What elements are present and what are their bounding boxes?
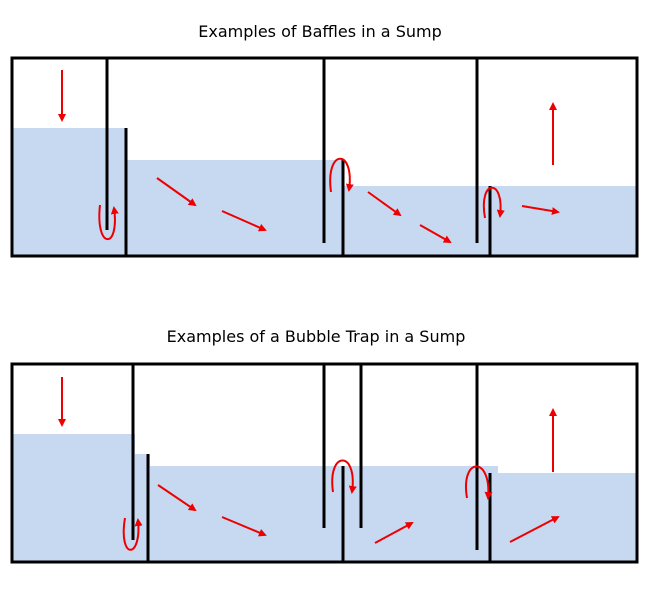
sump-baffles [10,56,639,258]
sump-bubble-trap [10,362,639,564]
title: Examples of a Bubble Trap in a Sump [167,327,466,346]
title: Examples of Baffles in a Sump [198,22,441,41]
